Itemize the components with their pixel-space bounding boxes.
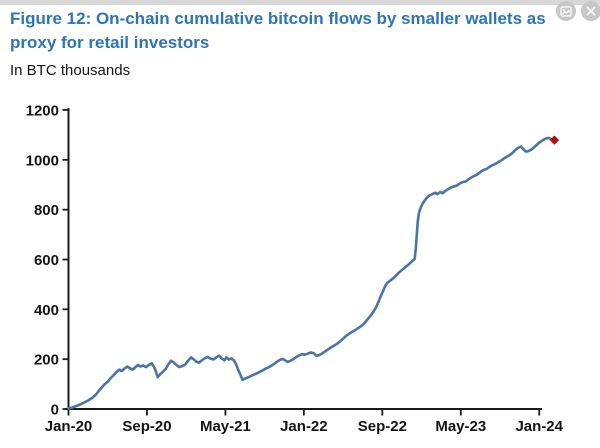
x-tick-label: Sep-22 <box>358 418 407 435</box>
end-marker <box>549 135 560 145</box>
figure-subtitle: In BTC thousands <box>10 62 131 79</box>
y-tick-label: 600 <box>34 252 59 269</box>
close-icon <box>586 6 596 16</box>
y-tick-label: 400 <box>34 302 59 319</box>
x-tick-label: Sep-20 <box>122 418 171 435</box>
x-tick-label: May-23 <box>435 418 486 435</box>
y-tick-label: 200 <box>34 352 59 369</box>
x-tick-label: Jan-22 <box>280 418 328 435</box>
image-icon <box>560 5 572 17</box>
x-tick-label: May-21 <box>200 418 251 435</box>
y-tick-label: 800 <box>34 202 59 219</box>
close-button[interactable] <box>581 1 600 21</box>
copy-image-button[interactable] <box>556 1 576 21</box>
top-bar <box>0 0 600 5</box>
y-tick-label: 0 <box>51 402 59 419</box>
data-line <box>67 136 556 410</box>
y-tick-label: 1000 <box>26 152 59 169</box>
x-tick-label: Jan-20 <box>45 418 93 435</box>
figure-title: Figure 12: On-chain cumulative bitcoin f… <box>10 9 546 52</box>
x-tick-label: Jan-24 <box>515 418 563 435</box>
y-tick-label: 1200 <box>26 103 59 120</box>
